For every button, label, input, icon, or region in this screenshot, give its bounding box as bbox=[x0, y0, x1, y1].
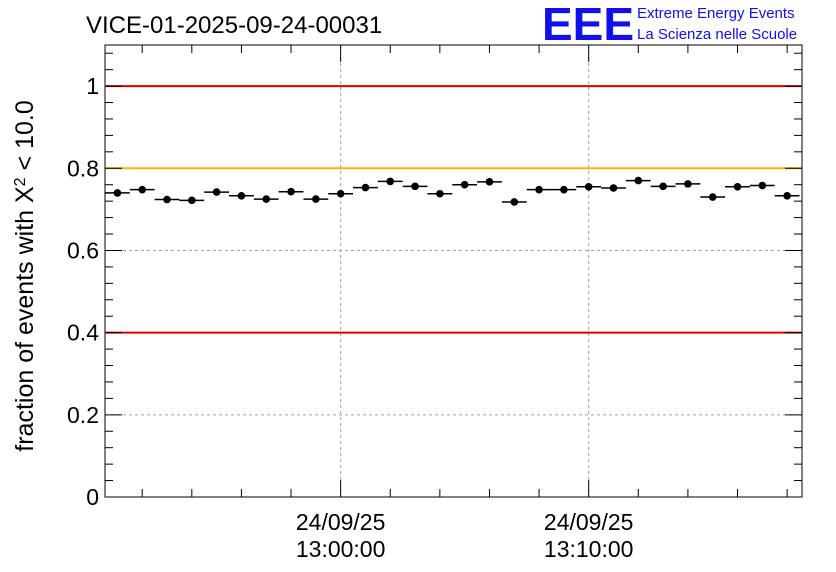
data-point-marker bbox=[386, 177, 395, 186]
data-point bbox=[253, 195, 279, 203]
data-point-marker bbox=[361, 183, 370, 192]
data-point bbox=[625, 176, 651, 185]
data-point-marker bbox=[708, 193, 717, 201]
data-point-marker bbox=[733, 182, 742, 191]
y-tick-label: 0 bbox=[86, 484, 99, 510]
data-point-marker bbox=[535, 185, 543, 194]
data-point-marker bbox=[212, 188, 221, 196]
data-point-marker bbox=[684, 180, 692, 188]
data-point bbox=[402, 182, 428, 191]
data-point bbox=[129, 185, 155, 194]
data-point bbox=[452, 180, 478, 189]
eee-logo: EEE Extreme Energy Events La Scienza nel… bbox=[542, 0, 797, 50]
eee-logo-mark: EEE bbox=[542, 0, 634, 50]
y-axis-label-superscript: 2 bbox=[12, 177, 29, 186]
y-tick-label: 0.8 bbox=[67, 155, 99, 181]
x-tick-label-date: 24/09/25 bbox=[544, 509, 634, 535]
data-point-marker bbox=[138, 185, 147, 194]
eee-logo-line2: La Scienza nelle Scuole bbox=[637, 26, 797, 43]
data-point-marker bbox=[460, 180, 469, 189]
y-tick-label: 0.4 bbox=[67, 320, 99, 346]
data-point bbox=[601, 184, 626, 192]
data-point bbox=[675, 180, 701, 188]
data-point bbox=[328, 189, 354, 198]
data-point-marker bbox=[560, 185, 568, 194]
data-point-marker bbox=[584, 182, 593, 191]
data-point-marker bbox=[113, 189, 122, 197]
run-title: VICE-01-2025-09-24-00031 bbox=[86, 12, 382, 39]
data-point-marker bbox=[436, 189, 444, 198]
data-point-marker bbox=[411, 182, 419, 191]
eee-logo-line1: Extreme Energy Events bbox=[637, 5, 795, 22]
data-point bbox=[427, 189, 453, 198]
data-point bbox=[650, 182, 676, 191]
data-point bbox=[526, 185, 552, 194]
data-point-marker bbox=[163, 195, 171, 204]
data-point bbox=[179, 196, 205, 205]
tick-labels: 00.20.40.60.8124/09/2513:00:0024/09/2513… bbox=[67, 73, 633, 562]
data-point bbox=[477, 178, 502, 186]
data-point bbox=[501, 198, 527, 206]
x-tick-label-date: 24/09/25 bbox=[296, 509, 386, 535]
data-point bbox=[154, 195, 180, 204]
data-point bbox=[725, 182, 750, 191]
data-points bbox=[105, 176, 800, 206]
data-point-marker bbox=[609, 184, 618, 192]
data-point-marker bbox=[783, 192, 791, 200]
y-tick-label: 0.6 bbox=[67, 237, 99, 263]
data-point bbox=[749, 181, 775, 190]
grid-lines bbox=[105, 45, 802, 498]
x-tick-label-time: 13:10:00 bbox=[544, 536, 634, 562]
data-point-marker bbox=[634, 176, 643, 185]
y-tick-label: 1 bbox=[86, 73, 99, 99]
data-point-marker bbox=[336, 189, 345, 198]
x-tick-label-time: 13:00:00 bbox=[296, 536, 386, 562]
data-point bbox=[377, 177, 403, 186]
data-point bbox=[229, 192, 254, 200]
plot-frame bbox=[104, 44, 803, 498]
reference-lines bbox=[106, 85, 801, 334]
axis-ticks bbox=[105, 45, 802, 498]
data-point-marker bbox=[758, 181, 767, 190]
data-point bbox=[105, 189, 130, 197]
data-point-marker bbox=[510, 198, 519, 206]
data-point-marker bbox=[262, 195, 271, 203]
data-point bbox=[278, 187, 304, 196]
y-axis-label-prefix: fraction of events with X bbox=[11, 186, 39, 452]
data-point bbox=[551, 185, 577, 194]
y-axis-label: fraction of events with X2 < 10.0 bbox=[11, 100, 39, 451]
y-tick-label: 0.2 bbox=[67, 402, 99, 428]
data-point bbox=[353, 183, 378, 192]
y-axis-label-suffix: < 10.0 bbox=[11, 100, 39, 177]
data-point-marker bbox=[287, 187, 295, 196]
data-point-marker bbox=[188, 196, 196, 205]
data-point-marker bbox=[312, 195, 320, 203]
data-point bbox=[700, 193, 726, 201]
data-point bbox=[576, 182, 602, 191]
data-point bbox=[774, 192, 800, 200]
data-point-marker bbox=[485, 178, 494, 186]
data-point-marker bbox=[659, 182, 667, 191]
data-point bbox=[204, 188, 230, 196]
data-point-marker bbox=[237, 192, 246, 200]
data-point bbox=[303, 195, 329, 203]
